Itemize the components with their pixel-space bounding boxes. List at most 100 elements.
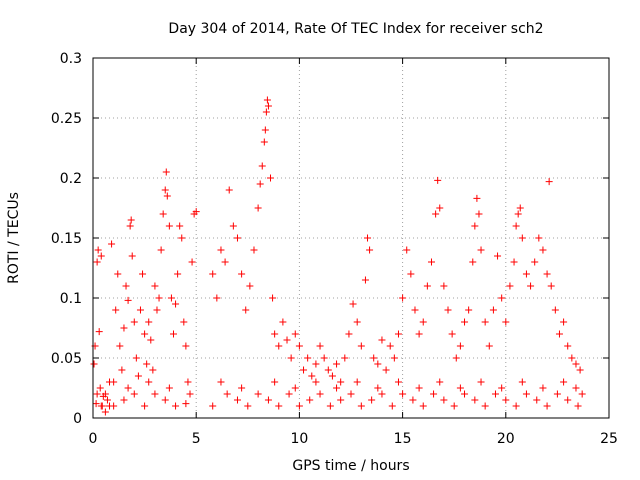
data-point [130,318,138,326]
data-point [543,270,551,278]
data-point [578,390,586,398]
data-point [361,276,369,284]
data-point [213,294,221,302]
data-point [419,318,427,326]
data-point [145,318,153,326]
data-point [254,204,262,212]
data-point [256,180,264,188]
data-point [452,354,460,362]
x-tick-label: 15 [394,431,412,447]
data-point [264,102,272,110]
axis-ticks [92,57,610,419]
data-point [149,366,157,374]
y-tick-label: 0.15 [51,231,82,247]
data-point [533,396,541,404]
data-point [419,402,427,410]
data-point [576,366,584,374]
y-tick-label: 0.1 [60,291,82,307]
data-point [141,402,149,410]
data-point [545,178,553,186]
y-axis-title: ROTI / TECUs [6,192,22,284]
data-point [512,402,520,410]
data-point [116,342,124,350]
data-point [572,360,580,368]
data-point [448,330,456,338]
data-point [94,246,102,254]
y-tick-label: 0.2 [60,171,82,187]
data-point [151,282,159,290]
data-point [161,396,169,404]
data-point [432,210,440,218]
data-point [242,306,250,314]
data-point [564,342,572,350]
data-point [174,270,182,278]
data-point [394,330,402,338]
data-point [341,354,349,362]
data-point [456,384,464,392]
data-point [374,360,382,368]
data-point [233,234,241,242]
data-point [157,246,165,254]
data-point [353,378,361,386]
data-point [551,306,559,314]
data-point [502,396,510,404]
grid-lines [93,58,609,418]
data-point [475,210,483,218]
data-point [427,258,435,266]
data-point [337,396,345,404]
data-point [128,252,136,260]
data-point [176,222,184,230]
data-point [481,402,489,410]
data-point [357,402,365,410]
data-point [436,204,444,212]
data-point [172,300,180,308]
data-point [93,258,101,266]
data-point [101,408,109,416]
data-point [246,282,254,290]
data-point [553,390,561,398]
data-point [260,138,268,146]
data-point [263,96,271,104]
data-point [510,258,518,266]
data-point [147,336,155,344]
data-point [514,210,522,218]
data-point [564,396,572,404]
data-point [333,384,341,392]
data-point [120,396,128,404]
data-point [172,402,180,410]
data-point [279,318,287,326]
data-point [353,318,361,326]
data-point [560,378,568,386]
data-point [477,378,485,386]
data-point [162,168,170,176]
data-point [106,378,114,386]
data-point [262,108,270,116]
data-point [502,318,510,326]
data-point [415,384,423,392]
data-point [409,396,417,404]
data-point [151,390,159,398]
data-point [295,342,303,350]
data-point [101,390,109,398]
data-point [498,294,506,302]
data-point [250,246,258,254]
data-point [97,252,105,260]
data-point [126,222,134,230]
data-point [560,318,568,326]
data-point [285,390,293,398]
data-point [159,210,167,218]
data-point [328,372,336,380]
data-point [225,186,233,194]
data-point [122,282,130,290]
data-point [97,402,105,410]
data-point [178,234,186,242]
data-point [477,246,485,254]
data-point [182,342,190,350]
data-point [522,270,530,278]
x-tick-label: 25 [600,431,618,447]
data-point [440,282,448,290]
data-point [415,330,423,338]
data-point [155,294,163,302]
data-point [143,360,151,368]
